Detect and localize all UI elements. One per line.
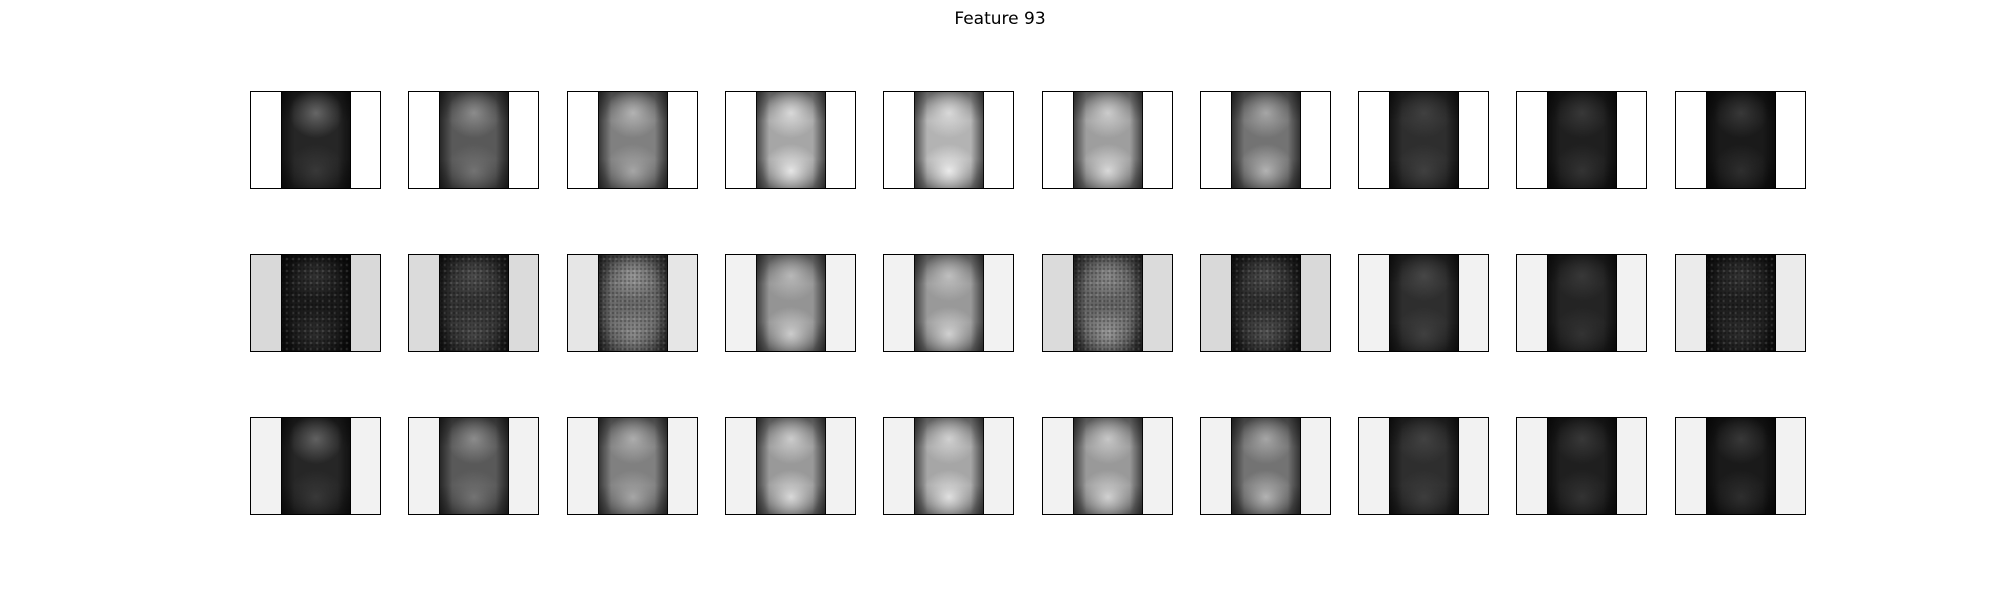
feature-strip (914, 92, 985, 188)
noise-overlay (1231, 255, 1300, 351)
feature-strip (1705, 255, 1776, 351)
feature-panel-r1-c0 (250, 254, 381, 352)
feature-panel-r2-c9 (1674, 417, 1806, 515)
feature-panel-r1-c4 (883, 254, 1015, 352)
feature-panel-r2-c2 (566, 417, 698, 515)
feature-panel-r1-c2 (566, 254, 698, 352)
feature-panel-r2-c1 (408, 417, 540, 515)
feature-strip (281, 92, 351, 188)
feature-panel-r2-c0 (250, 417, 381, 515)
feature-panel-r2-c4 (883, 417, 1015, 515)
feature-strip (1072, 92, 1143, 188)
feature-strip (914, 255, 985, 351)
feature-panel-r0-c6 (1199, 91, 1331, 189)
feature-strip (1389, 418, 1460, 514)
feature-strip (439, 92, 510, 188)
feature-strip (1072, 418, 1143, 514)
feature-panel-r0-c2 (566, 91, 698, 189)
feature-strip (281, 418, 351, 514)
feature-strip (1705, 418, 1776, 514)
feature-panel-r1-c9 (1674, 254, 1806, 352)
feature-strip (1547, 418, 1618, 514)
feature-panel-r1-c7 (1358, 254, 1490, 352)
feature-strip (755, 418, 826, 514)
noise-overlay (282, 255, 350, 351)
feature-strip (1705, 92, 1776, 188)
feature-strip (597, 255, 668, 351)
feature-strip (281, 255, 351, 351)
feature-strip (1389, 92, 1460, 188)
noise-overlay (1706, 255, 1775, 351)
feature-panel-r2-c7 (1358, 417, 1490, 515)
feature-panel-r0-c8 (1516, 91, 1648, 189)
noise-overlay (1073, 255, 1142, 351)
feature-strip (914, 418, 985, 514)
feature-panel-r1-c6 (1199, 254, 1331, 352)
feature-panel-r0-c1 (408, 91, 540, 189)
feature-strip (1230, 92, 1301, 188)
feature-panel-r0-c0 (250, 91, 381, 189)
figure-title: Feature 93 (954, 9, 1046, 29)
feature-panel-r2-c6 (1199, 417, 1331, 515)
feature-strip (755, 255, 826, 351)
feature-strip (1547, 255, 1618, 351)
feature-panel-r2-c5 (1041, 417, 1173, 515)
feature-strip (1230, 418, 1301, 514)
noise-overlay (440, 255, 509, 351)
feature-panel-r1-c3 (724, 254, 856, 352)
feature-strip (439, 418, 510, 514)
feature-panel-r0-c3 (724, 91, 856, 189)
feature-panel-r2-c8 (1516, 417, 1648, 515)
feature-panel-r0-c7 (1358, 91, 1490, 189)
feature-strip (439, 255, 510, 351)
feature-strip (755, 92, 826, 188)
feature-panel-r1-c1 (408, 254, 540, 352)
feature-panel-r0-c4 (883, 91, 1015, 189)
feature-strip (597, 418, 668, 514)
feature-strip (1547, 92, 1618, 188)
feature-panel-r0-c9 (1674, 91, 1806, 189)
feature-strip (1072, 255, 1143, 351)
feature-panel-r1-c8 (1516, 254, 1648, 352)
noise-overlay (598, 255, 667, 351)
feature-strip (1230, 255, 1301, 351)
feature-panel-r0-c5 (1041, 91, 1173, 189)
feature-strip (1389, 255, 1460, 351)
feature-panel-r1-c5 (1041, 254, 1173, 352)
feature-panel-r2-c3 (724, 417, 856, 515)
feature-strip (597, 92, 668, 188)
